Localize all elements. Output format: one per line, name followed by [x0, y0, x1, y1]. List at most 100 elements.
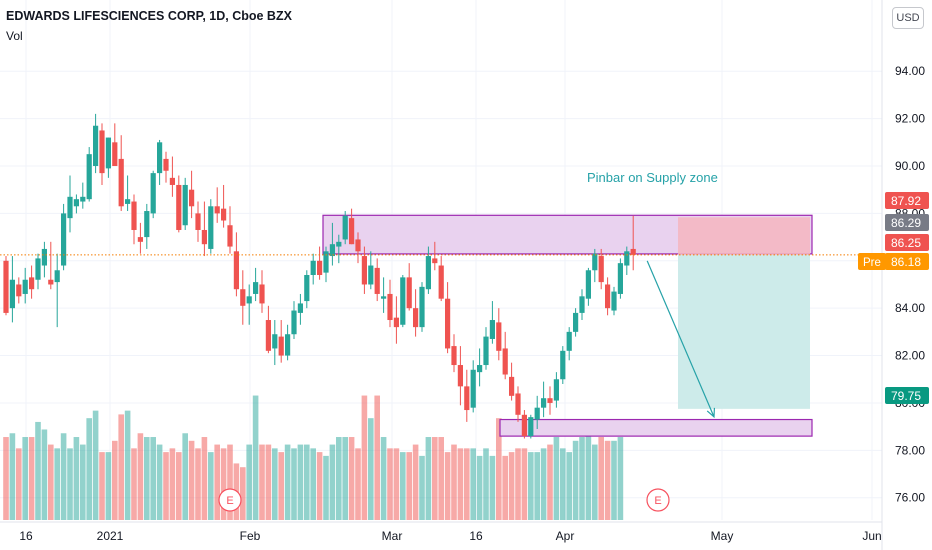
candle-body: [445, 298, 451, 349]
volume-bar: [515, 448, 521, 520]
volume-bar: [508, 452, 515, 520]
volume-bar: [259, 444, 265, 520]
candle-body: [566, 331, 572, 351]
currency-button[interactable]: USD: [892, 7, 924, 29]
volume-bar: [489, 455, 496, 520]
candle-body: [374, 267, 380, 294]
price-axis[interactable]: 76.0078.0080.0082.0084.0086.0088.0090.00…: [895, 64, 925, 504]
candle-body: [361, 256, 367, 285]
candle-body: [483, 336, 489, 366]
candle-body: [176, 184, 182, 230]
volume-bar: [201, 437, 208, 520]
price-badge: [885, 387, 929, 404]
x-tick-label: 16: [469, 529, 483, 543]
x-tick-label: Apr: [556, 529, 575, 543]
volume-bar: [246, 444, 252, 520]
candle-body: [432, 258, 438, 264]
candle-body: [515, 393, 521, 415]
volume-bar: [284, 444, 291, 520]
annotation-text: Pinbar on Supply zone: [587, 170, 718, 185]
candle-body: [29, 277, 35, 290]
projection-arrow: [646, 260, 715, 418]
candle-body: [534, 407, 540, 420]
candle-body: [624, 251, 630, 266]
x-tick-label: Feb: [240, 529, 261, 543]
take-profit-area: [678, 254, 810, 409]
earnings-marker[interactable]: E: [218, 488, 242, 512]
candle-body: [278, 336, 284, 356]
price-badge-text: 86.25: [891, 236, 921, 250]
volume-bar: [547, 444, 553, 520]
candle-body: [144, 211, 150, 238]
volume-bar: [432, 437, 438, 520]
volume-bar: [361, 395, 368, 520]
arrow-head: [706, 407, 716, 419]
candle-body: [208, 206, 214, 249]
candle-body: [118, 158, 124, 207]
candle-body: [182, 184, 188, 226]
volume-bar: [425, 437, 432, 520]
volume-bar: [137, 433, 144, 520]
volume-bar: [240, 467, 246, 520]
candle-body: [470, 369, 476, 408]
volume-bar: [496, 418, 502, 520]
volume-bar: [48, 444, 54, 520]
earnings-letter: E: [226, 495, 233, 507]
time-axis[interactable]: 16 2021 Feb Mar 16 Apr May Jun: [19, 529, 881, 543]
candle-body: [227, 225, 233, 247]
volume-bar: [483, 448, 489, 520]
candle-body: [259, 284, 265, 304]
volume-bar: [278, 452, 284, 520]
candle-body: [489, 320, 495, 339]
price-badge-text: 86.18: [891, 255, 921, 269]
candle-body: [400, 277, 406, 325]
volume-bar: [387, 448, 393, 520]
candle-body: [349, 218, 355, 245]
volume-bar: [470, 448, 476, 520]
candle-body: [355, 239, 361, 252]
candle-body: [35, 258, 41, 280]
volume-bar: [73, 437, 80, 520]
candle-body: [131, 201, 137, 230]
candle-body: [579, 296, 585, 313]
volume-bar: [457, 448, 464, 520]
candle-body: [246, 296, 252, 304]
volume-bar: [393, 448, 400, 520]
volume-bar: [304, 444, 310, 520]
volume-bar: [604, 440, 611, 520]
candle-body: [438, 265, 444, 299]
candle-body: [451, 346, 457, 366]
volume-bar: [80, 444, 86, 520]
price-badge: [885, 192, 929, 209]
volume-bar: [572, 440, 579, 520]
volume-bar: [176, 452, 182, 520]
pre-label: Pre: [863, 257, 881, 269]
candle-body: [297, 303, 303, 313]
volume-bar: [112, 440, 118, 520]
volume-bar: [560, 448, 566, 520]
volume-bar: [156, 444, 163, 520]
candle-body: [240, 289, 246, 306]
volume-bar: [611, 440, 617, 520]
volume-bar: [208, 452, 214, 520]
volume-bar: [342, 437, 348, 520]
candle-body: [67, 196, 73, 219]
candle-body: [105, 137, 111, 169]
symbol-title[interactable]: EDWARDS LIFESCIENCES CORP, 1D, Cboe BZX: [6, 9, 292, 23]
candle-body: [413, 308, 419, 328]
y-tick-label: 92.00: [895, 112, 925, 126]
candle-body: [509, 376, 515, 396]
volume-bar: [92, 410, 99, 520]
volume-bar: [67, 448, 73, 520]
candle-body: [573, 312, 579, 332]
volume-bar: [150, 437, 156, 520]
candle-body: [214, 206, 220, 214]
earnings-marker[interactable]: E: [646, 488, 670, 512]
candle-body: [157, 142, 163, 174]
candle-body: [317, 260, 323, 275]
volume-bar: [3, 437, 9, 520]
candle-body: [16, 284, 22, 297]
volume-bar: [521, 448, 528, 520]
candle-body: [419, 286, 425, 328]
